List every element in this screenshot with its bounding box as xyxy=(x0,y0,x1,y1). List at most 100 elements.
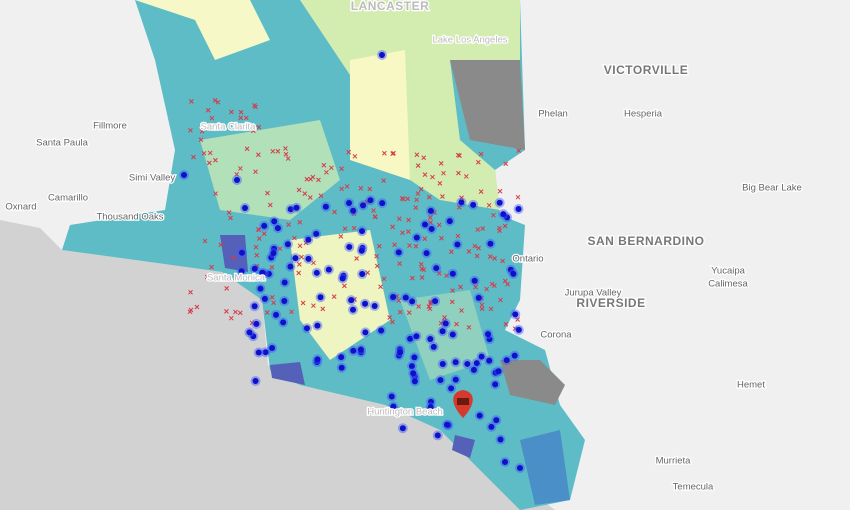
x-marker xyxy=(209,115,215,121)
point xyxy=(350,207,357,214)
x-marker xyxy=(204,274,210,280)
x-marker xyxy=(365,270,370,276)
x-marker xyxy=(466,324,472,330)
x-marker xyxy=(188,127,193,133)
point xyxy=(411,354,418,361)
x-marker xyxy=(338,234,344,239)
x-marker xyxy=(331,294,337,299)
x-marker xyxy=(238,109,244,115)
point xyxy=(452,359,459,366)
labels: LANCASTER Lake Los Angeles VICTORVILLE P… xyxy=(4,0,803,494)
x-marker xyxy=(224,309,229,314)
x-marker xyxy=(358,185,364,191)
x-marker xyxy=(207,150,213,156)
x-marker xyxy=(201,150,207,156)
region xyxy=(500,360,565,405)
x-marker xyxy=(466,249,472,254)
point xyxy=(358,247,365,254)
x-marker xyxy=(255,152,261,158)
x-marker xyxy=(302,191,308,196)
x-marker xyxy=(438,160,444,166)
point xyxy=(284,241,291,248)
point xyxy=(246,329,253,336)
point xyxy=(402,294,409,301)
x-marker xyxy=(438,320,444,326)
x-marker xyxy=(396,216,402,222)
x-marker xyxy=(487,254,493,259)
point xyxy=(515,326,522,333)
point xyxy=(314,356,321,363)
x-marker xyxy=(456,170,461,176)
region xyxy=(452,435,475,458)
point xyxy=(238,268,245,275)
point xyxy=(357,346,364,353)
x-marker xyxy=(214,122,219,128)
x-marker xyxy=(256,227,261,232)
x-marker xyxy=(390,224,395,230)
x-marker xyxy=(283,146,288,151)
x-marker xyxy=(224,286,230,291)
x-marker xyxy=(387,315,393,320)
x-marker xyxy=(454,321,459,327)
x-marker xyxy=(209,264,214,270)
point xyxy=(492,381,499,388)
x-marker xyxy=(480,226,486,231)
x-marker xyxy=(427,215,433,220)
x-marker xyxy=(406,217,412,223)
point xyxy=(314,322,321,329)
x-marker xyxy=(484,286,489,292)
point xyxy=(423,250,430,257)
x-marker xyxy=(415,191,421,196)
x-marker xyxy=(233,309,238,315)
x-marker xyxy=(428,301,433,306)
x-marker xyxy=(428,220,434,225)
x-marker xyxy=(251,128,256,134)
x-marker xyxy=(234,171,240,177)
point xyxy=(359,228,366,235)
point xyxy=(486,357,493,364)
x-marker xyxy=(455,233,461,239)
region xyxy=(270,362,305,385)
x-marker xyxy=(329,165,334,171)
place-label: Santa Monica xyxy=(207,273,266,284)
x-marker xyxy=(378,284,383,290)
region xyxy=(220,235,248,272)
x-marker xyxy=(505,281,510,287)
point xyxy=(338,354,345,361)
x-marker xyxy=(488,306,494,312)
point xyxy=(250,333,257,340)
x-marker xyxy=(297,219,303,225)
x-marker xyxy=(332,209,337,215)
x-marker xyxy=(296,187,302,193)
region xyxy=(520,430,570,505)
x-marker xyxy=(419,266,425,272)
point xyxy=(238,249,245,256)
point xyxy=(350,306,357,313)
x-marker xyxy=(374,263,380,269)
point xyxy=(255,349,262,356)
x-marker xyxy=(503,321,509,327)
x-marker xyxy=(515,317,520,322)
point xyxy=(270,250,277,257)
x-marker xyxy=(444,273,449,279)
x-marker xyxy=(339,186,345,192)
x-marker xyxy=(474,253,480,259)
x-marker xyxy=(391,150,396,156)
point xyxy=(251,303,258,310)
point xyxy=(458,199,465,206)
x-marker xyxy=(351,225,357,231)
x-marker xyxy=(486,202,492,208)
x-marker xyxy=(374,253,379,259)
x-marker xyxy=(459,195,464,201)
x-marker xyxy=(286,222,291,227)
x-marker xyxy=(414,197,419,203)
x-marker xyxy=(457,153,462,159)
x-marker xyxy=(405,196,411,202)
x-marker xyxy=(418,261,424,267)
x-marker xyxy=(497,188,503,194)
point xyxy=(317,294,324,301)
point xyxy=(359,271,366,278)
point xyxy=(313,269,320,276)
point xyxy=(497,436,504,443)
point xyxy=(399,425,406,432)
